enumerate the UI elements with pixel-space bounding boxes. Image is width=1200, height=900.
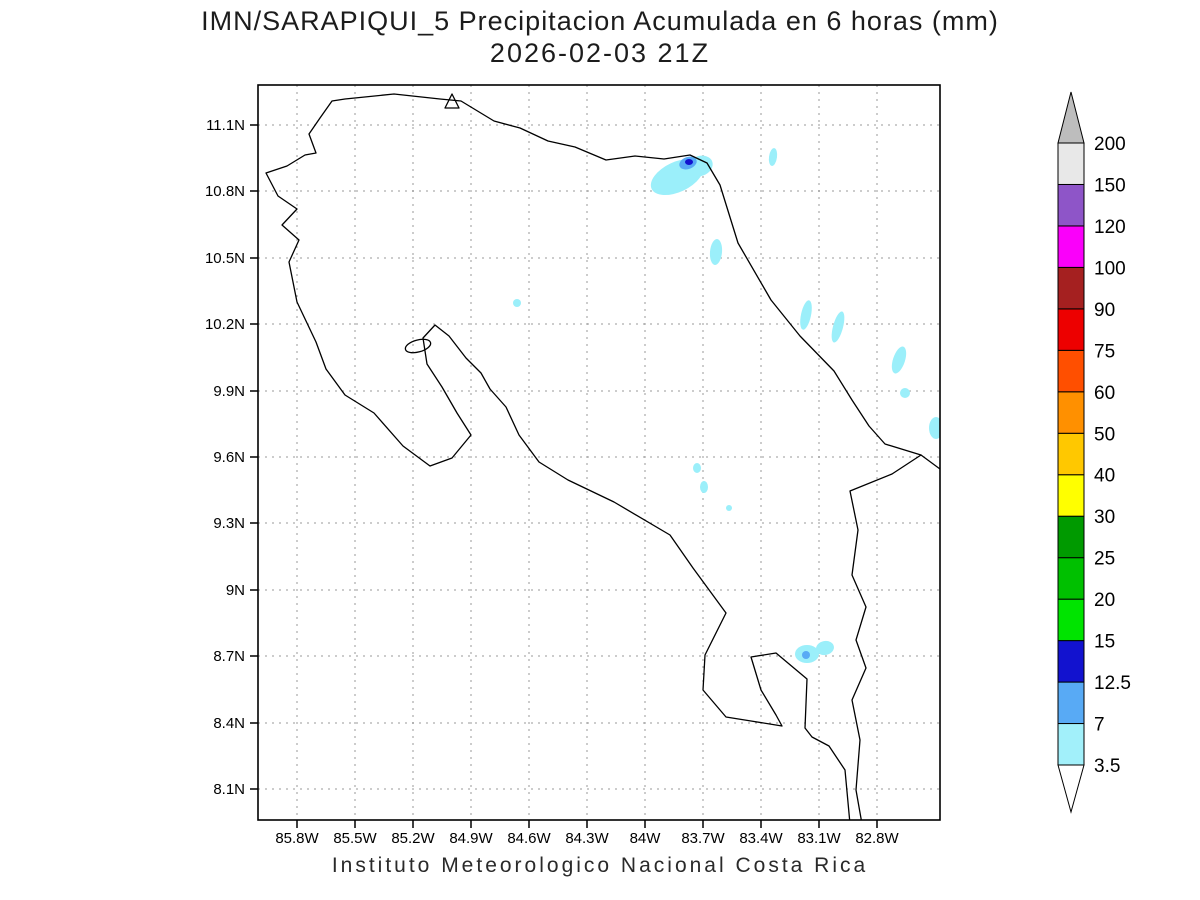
map-frame xyxy=(257,84,941,821)
colorbar-segment xyxy=(1057,266,1085,310)
lon-tick-label: 83.4W xyxy=(739,830,783,847)
colorbar: 200 150 120 100 90 75 60 50 40 30 25 20 15 12.5 7 3.5 xyxy=(1057,91,1131,814)
colorbar-segment xyxy=(1057,349,1085,393)
colorbar-segment xyxy=(1057,432,1085,476)
lat-tick-label: 9.3N xyxy=(213,515,245,532)
lat-tick-label: 9.9N xyxy=(213,383,245,400)
colorbar-segment xyxy=(1057,142,1085,185)
colorbar-tick-label: 7 xyxy=(1094,715,1105,736)
precipitation-cell xyxy=(693,463,701,473)
lat-tick-label: 9N xyxy=(226,582,245,599)
lat-tick-label: 10.8N xyxy=(205,183,245,200)
precipitation-cell xyxy=(929,417,940,439)
colorbar-tick-label: 90 xyxy=(1094,300,1115,321)
lon-tick-label: 85.2W xyxy=(391,830,435,847)
lat-tick-label: 9.6N xyxy=(213,449,245,466)
plot-subtitle: 2026-02-03 21Z xyxy=(489,38,711,68)
lat-tick-label: 8.7N xyxy=(213,648,245,665)
colorbar-tick-label: 20 xyxy=(1094,590,1115,611)
colorbar-tick-label: 12.5 xyxy=(1094,673,1131,694)
coastline-layer xyxy=(265,93,940,820)
axis-labels: 11.1N 10.8N 10.5N 10.2N 9.9N 9.6N 9.3N 9N 8.7N 8.… xyxy=(205,117,900,847)
lat-tick-label: 10.5N xyxy=(205,250,245,267)
lon-tick-label: 84.3W xyxy=(565,830,609,847)
precipitation-cell xyxy=(800,300,812,330)
colorbar-tick-label: 60 xyxy=(1094,383,1115,404)
colorbar-tick-label: 50 xyxy=(1094,424,1115,445)
axis-ticks xyxy=(250,124,878,828)
colorbar-segment xyxy=(1057,183,1085,227)
triangle-marker xyxy=(444,93,460,109)
precipitation-cell xyxy=(685,159,693,165)
colorbar-segment xyxy=(1057,598,1085,642)
colorbar-tick-label: 3.5 xyxy=(1094,756,1120,777)
colorbar-segment xyxy=(1057,640,1085,683)
panama-border xyxy=(849,454,922,820)
colorbar-segment xyxy=(1057,225,1085,268)
lat-tick-label: 11.1N xyxy=(206,117,245,134)
lon-tick-label: 83.1W xyxy=(797,830,841,847)
lon-tick-label: 84W xyxy=(630,830,662,847)
colorbar-tick-label: 30 xyxy=(1094,507,1115,528)
precipitation-cell xyxy=(513,299,521,307)
precipitation-cell xyxy=(831,311,845,343)
lon-tick-label: 85.8W xyxy=(275,830,319,847)
precipitation-cell xyxy=(768,148,778,166)
colorbar-tick-label: 40 xyxy=(1094,466,1115,487)
lon-tick-label: 84.9W xyxy=(449,830,493,847)
precipitation-cell xyxy=(816,640,834,656)
colorbar-over-arrow xyxy=(1057,91,1085,144)
precipitation-cell xyxy=(900,388,910,398)
colorbar-segment xyxy=(1057,308,1085,351)
precipitation-layer xyxy=(513,148,940,663)
gridlines xyxy=(258,85,940,820)
colorbar-tick-label: 75 xyxy=(1094,341,1115,362)
precipitation-cell xyxy=(726,505,732,511)
colorbar-tick-label: 25 xyxy=(1094,549,1115,570)
lat-tick-label: 8.1N xyxy=(213,781,245,798)
lat-tick-label: 8.4N xyxy=(213,715,245,732)
colorbar-segment xyxy=(1057,681,1085,725)
plot-title: IMN/SARAPIQUI_5 Precipitacion Acumulada … xyxy=(201,6,999,36)
precipitation-cell xyxy=(802,651,810,659)
colorbar-tick-label: 15 xyxy=(1094,632,1115,653)
isla-chira-island xyxy=(404,338,432,354)
colorbar-tick-label: 150 xyxy=(1094,175,1126,196)
lon-tick-label: 83.7W xyxy=(681,830,725,847)
colorbar-tick-label: 100 xyxy=(1094,258,1126,279)
colorbar-segment xyxy=(1057,557,1085,600)
precipitation-cell xyxy=(891,346,907,374)
colorbar-under-arrow xyxy=(1057,764,1085,814)
colorbar-segment xyxy=(1057,723,1085,766)
costa-rica-coastline xyxy=(265,93,940,820)
lon-tick-label: 82.8W xyxy=(855,830,899,847)
lat-tick-label: 10.2N xyxy=(205,316,245,333)
precipitation-cell xyxy=(709,239,723,265)
lon-tick-label: 84.6W xyxy=(507,830,551,847)
lon-tick-label: 85.5W xyxy=(333,830,377,847)
colorbar-segment xyxy=(1057,515,1085,559)
colorbar-segment xyxy=(1057,474,1085,517)
precipitation-cell xyxy=(700,481,708,493)
colorbar-segment xyxy=(1057,391,1085,434)
footer-caption: Instituto Meteorologico Nacional Costa R… xyxy=(331,854,869,877)
colorbar-tick-label: 120 xyxy=(1094,217,1126,238)
colorbar-tick-label: 200 xyxy=(1094,134,1126,155)
